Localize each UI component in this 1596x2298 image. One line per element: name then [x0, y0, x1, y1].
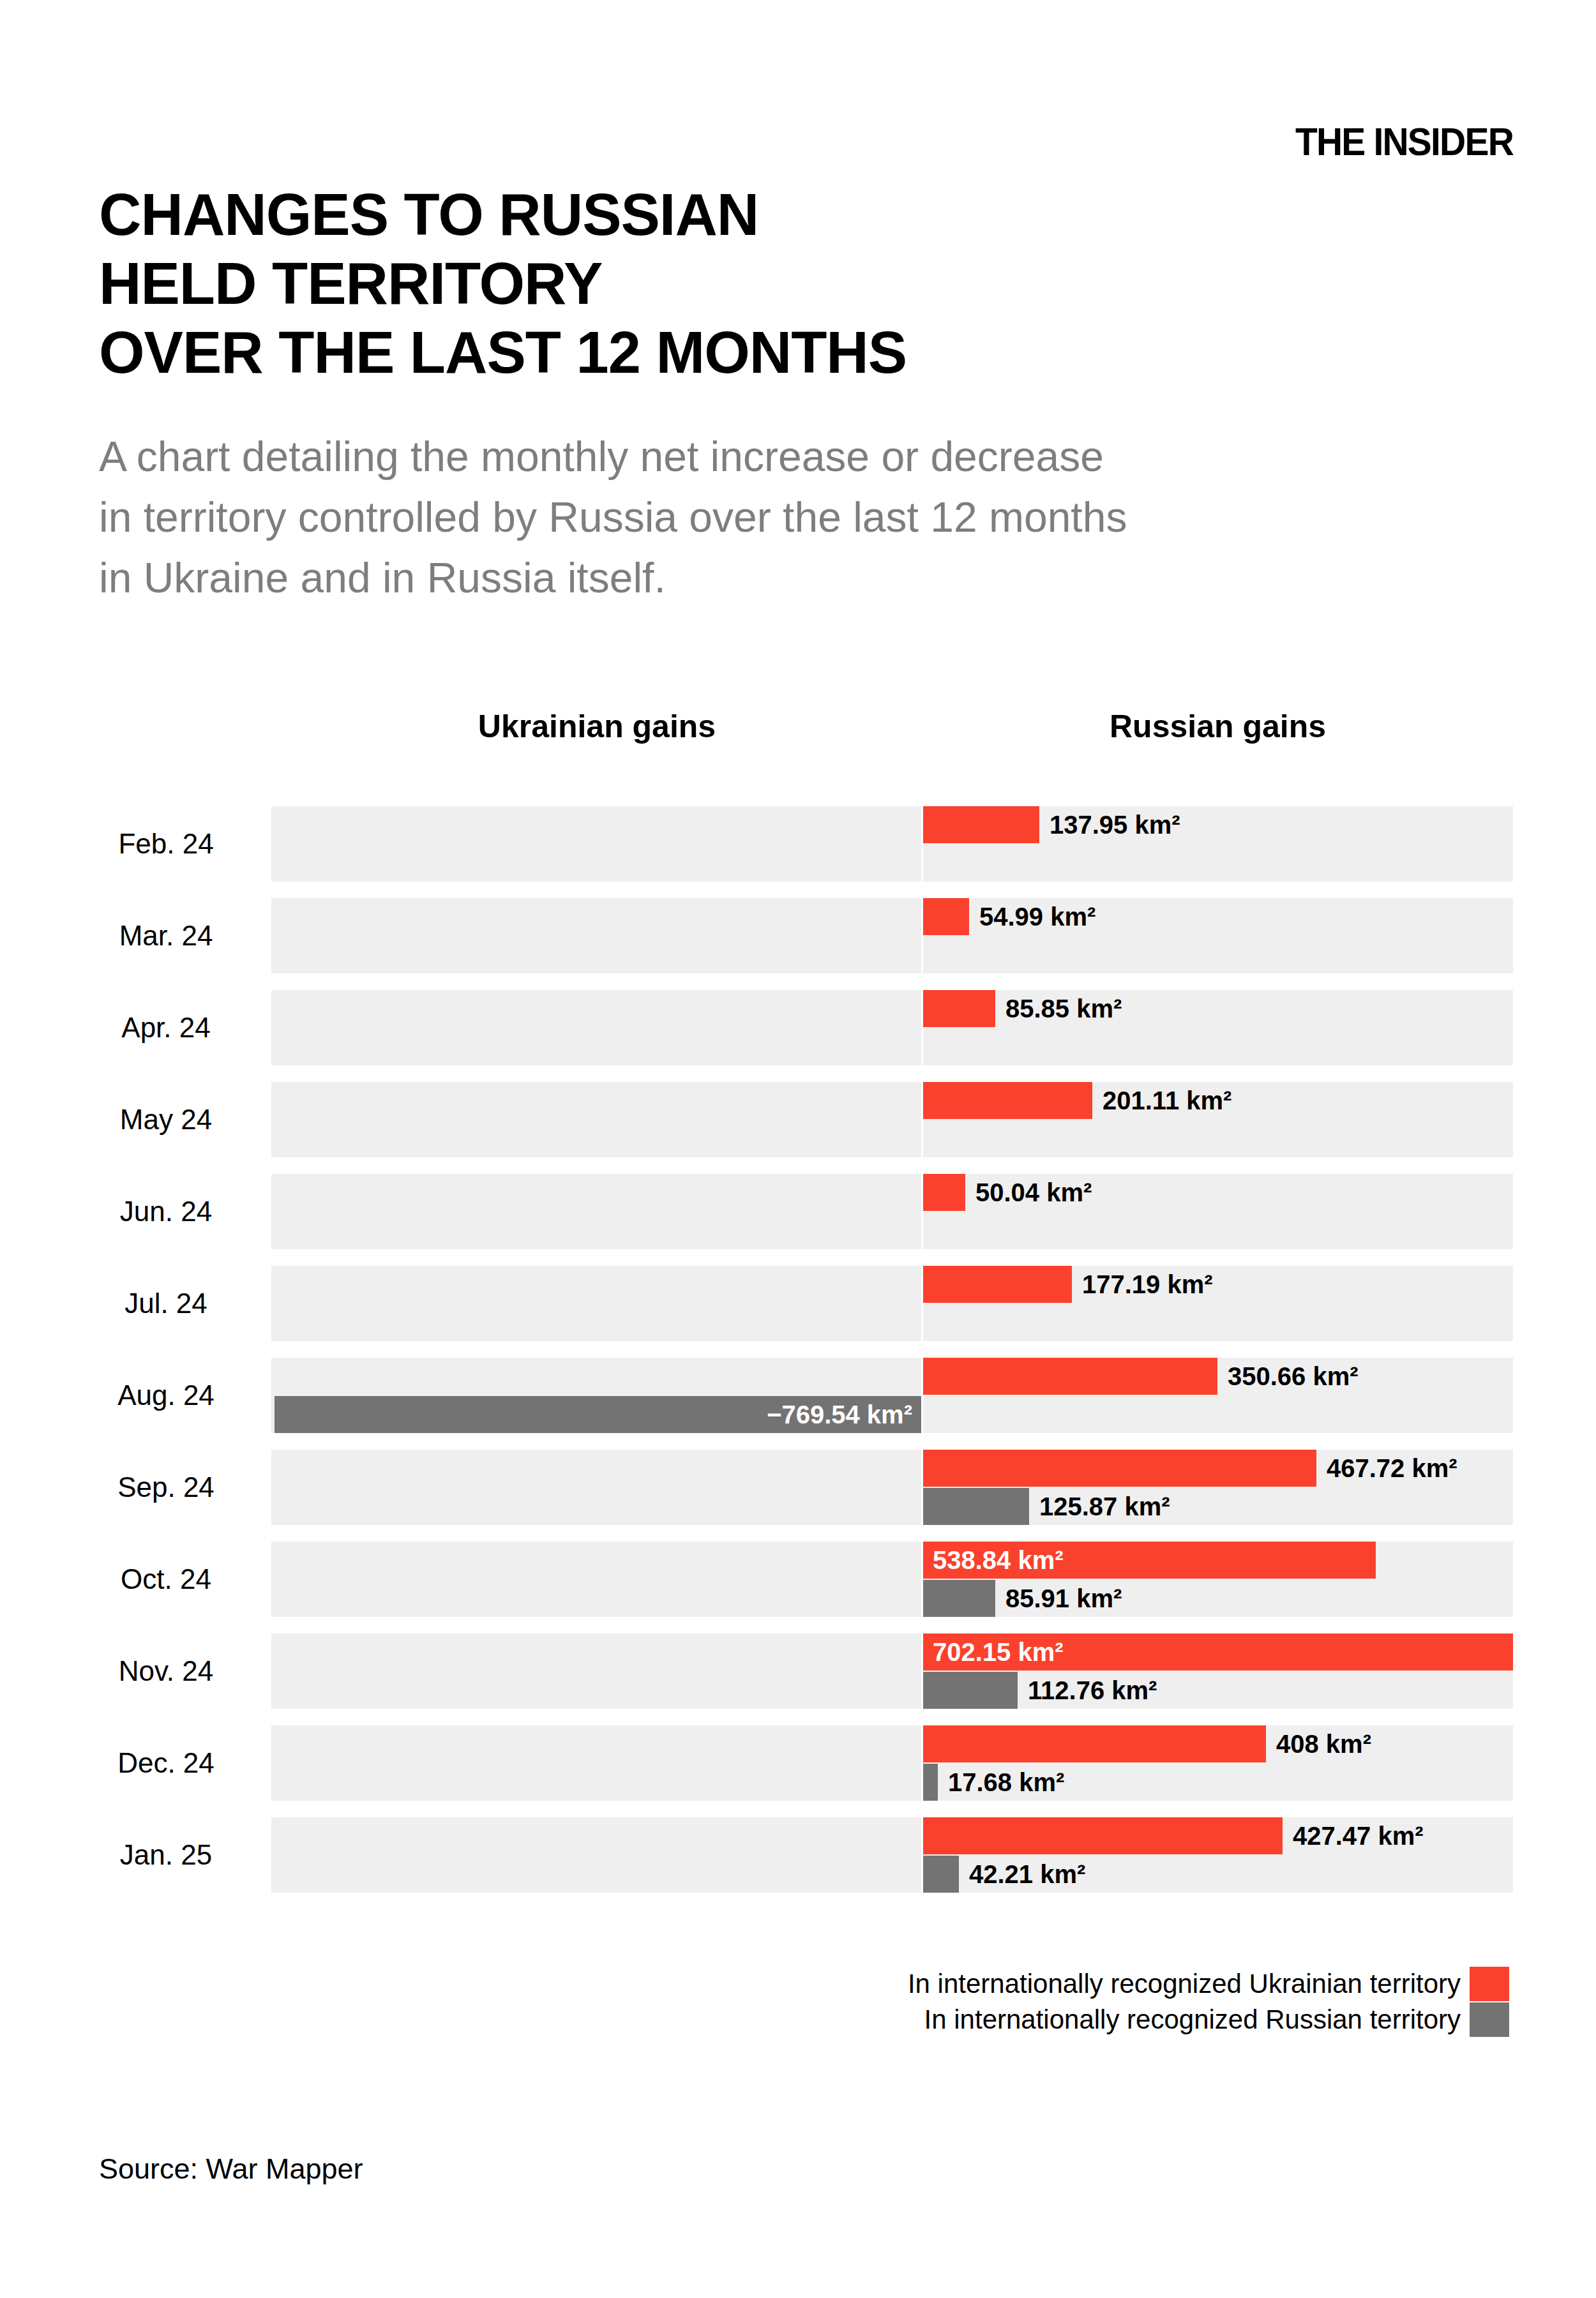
bar-value-label: −769.54 km²: [767, 1396, 912, 1433]
bar-value-label: 350.66 km²: [1228, 1358, 1359, 1395]
ukrainian-territory-bar: [923, 1082, 1092, 1119]
bar-value-label: 201.11 km²: [1103, 1082, 1231, 1119]
legend-swatch-red: [1470, 1967, 1509, 2001]
month-label: Sep. 24: [70, 1450, 262, 1525]
month-label: Jan. 25: [70, 1817, 262, 1893]
chart-row-track: 467.72 km² 125.87 km²: [271, 1450, 1513, 1525]
ukrainian-territory-bar: [923, 1725, 1266, 1762]
chart-row-track: 137.95 km²: [271, 806, 1513, 882]
month-label: Mar. 24: [70, 898, 262, 973]
bar-value-label: 42.21 km²: [969, 1856, 1085, 1893]
chart-row-track: 408 km² 17.68 km²: [271, 1725, 1513, 1801]
column-header-ukrainian-gains: Ukrainian gains: [271, 706, 922, 747]
infographic-page: THE INSIDER CHANGES TO RUSSIAN HELD TERR…: [0, 0, 1596, 2298]
source-attribution: Source: War Mapper: [99, 2152, 363, 2186]
subtitle-line-2: in territory controlled by Russia over t…: [99, 487, 1440, 548]
bar-value-label: 50.04 km²: [975, 1174, 1092, 1211]
chart-row-track: 177.19 km²: [271, 1266, 1513, 1341]
month-label: Apr. 24: [70, 990, 262, 1065]
legend-label: In internationally recognized Ukrainian …: [575, 1967, 1461, 2001]
legend-label: In internationally recognized Russian te…: [575, 2002, 1461, 2037]
month-label: Dec. 24: [70, 1725, 262, 1801]
ukrainian-territory-bar: [923, 806, 1039, 843]
chart-row-track: 50.04 km²: [271, 1174, 1513, 1249]
title-line-1: CHANGES TO RUSSIAN: [99, 180, 1184, 249]
month-label: May 24: [70, 1082, 262, 1157]
chart-row-track: 54.99 km²: [271, 898, 1513, 973]
bar-value-label: 408 km²: [1276, 1725, 1371, 1762]
brand-logo: THE INSIDER: [920, 119, 1513, 164]
ukrainian-territory-bar: [923, 1450, 1316, 1487]
page-title: CHANGES TO RUSSIAN HELD TERRITORY OVER T…: [99, 180, 1184, 387]
chart-row-track: 350.66 km² −769.54 km²: [271, 1358, 1513, 1433]
russian-territory-bar: [923, 1580, 995, 1617]
bar-value-label: 177.19 km²: [1082, 1266, 1213, 1303]
bar-value-label: 467.72 km²: [1327, 1450, 1457, 1487]
ukrainian-territory-bar: [923, 1266, 1072, 1303]
ukrainian-territory-bar: [923, 1817, 1283, 1854]
title-line-2: HELD TERRITORY: [99, 249, 1184, 318]
ukrainian-territory-bar: [923, 898, 969, 935]
bar-value-label: 85.91 km²: [1005, 1580, 1122, 1617]
month-label: Nov. 24: [70, 1633, 262, 1709]
subtitle-line-1: A chart detailing the monthly net increa…: [99, 426, 1440, 487]
legend-swatch-gray: [1470, 2002, 1509, 2037]
subtitle-line-3: in Ukraine and in Russia itself.: [99, 548, 1440, 608]
ukrainian-territory-bar: [923, 1358, 1217, 1395]
month-label: Aug. 24: [70, 1358, 262, 1433]
russian-territory-bar: [923, 1764, 938, 1801]
bar-value-label: 702.15 km²: [933, 1633, 1064, 1671]
chart-row-track: 702.15 km²112.76 km²: [271, 1633, 1513, 1709]
bar-value-label: 137.95 km²: [1050, 806, 1180, 843]
column-header-russian-gains: Russian gains: [922, 706, 1513, 747]
title-line-3: OVER THE LAST 12 MONTHS: [99, 318, 1184, 387]
bar-value-label: 85.85 km²: [1005, 990, 1122, 1027]
russian-territory-bar: [923, 1856, 959, 1893]
month-label: Oct. 24: [70, 1542, 262, 1617]
ukrainian-territory-bar: [923, 1174, 965, 1211]
russian-territory-bar: [923, 1488, 1029, 1525]
bar-value-label: 112.76 km²: [1028, 1672, 1157, 1709]
month-label: Feb. 24: [70, 806, 262, 882]
bar-value-label: 54.99 km²: [979, 898, 1095, 935]
bar-value-label: 17.68 km²: [948, 1764, 1064, 1801]
month-label: Jul. 24: [70, 1266, 262, 1341]
bar-value-label: 538.84 km²: [933, 1542, 1064, 1579]
chart-row-track: 427.47 km² 42.21 km²: [271, 1817, 1513, 1893]
bar-value-label: 125.87 km²: [1039, 1488, 1170, 1525]
chart-row-track: 85.85 km²: [271, 990, 1513, 1065]
month-label: Jun. 24: [70, 1174, 262, 1249]
chart-row-track: 538.84 km²85.91 km²: [271, 1542, 1513, 1617]
bar-value-label: 427.47 km²: [1293, 1817, 1424, 1854]
ukrainian-territory-bar: [923, 990, 995, 1027]
page-subtitle: A chart detailing the monthly net increa…: [99, 426, 1440, 608]
russian-territory-bar: [923, 1672, 1018, 1709]
chart-row-track: 201.11 km²: [271, 1082, 1513, 1157]
